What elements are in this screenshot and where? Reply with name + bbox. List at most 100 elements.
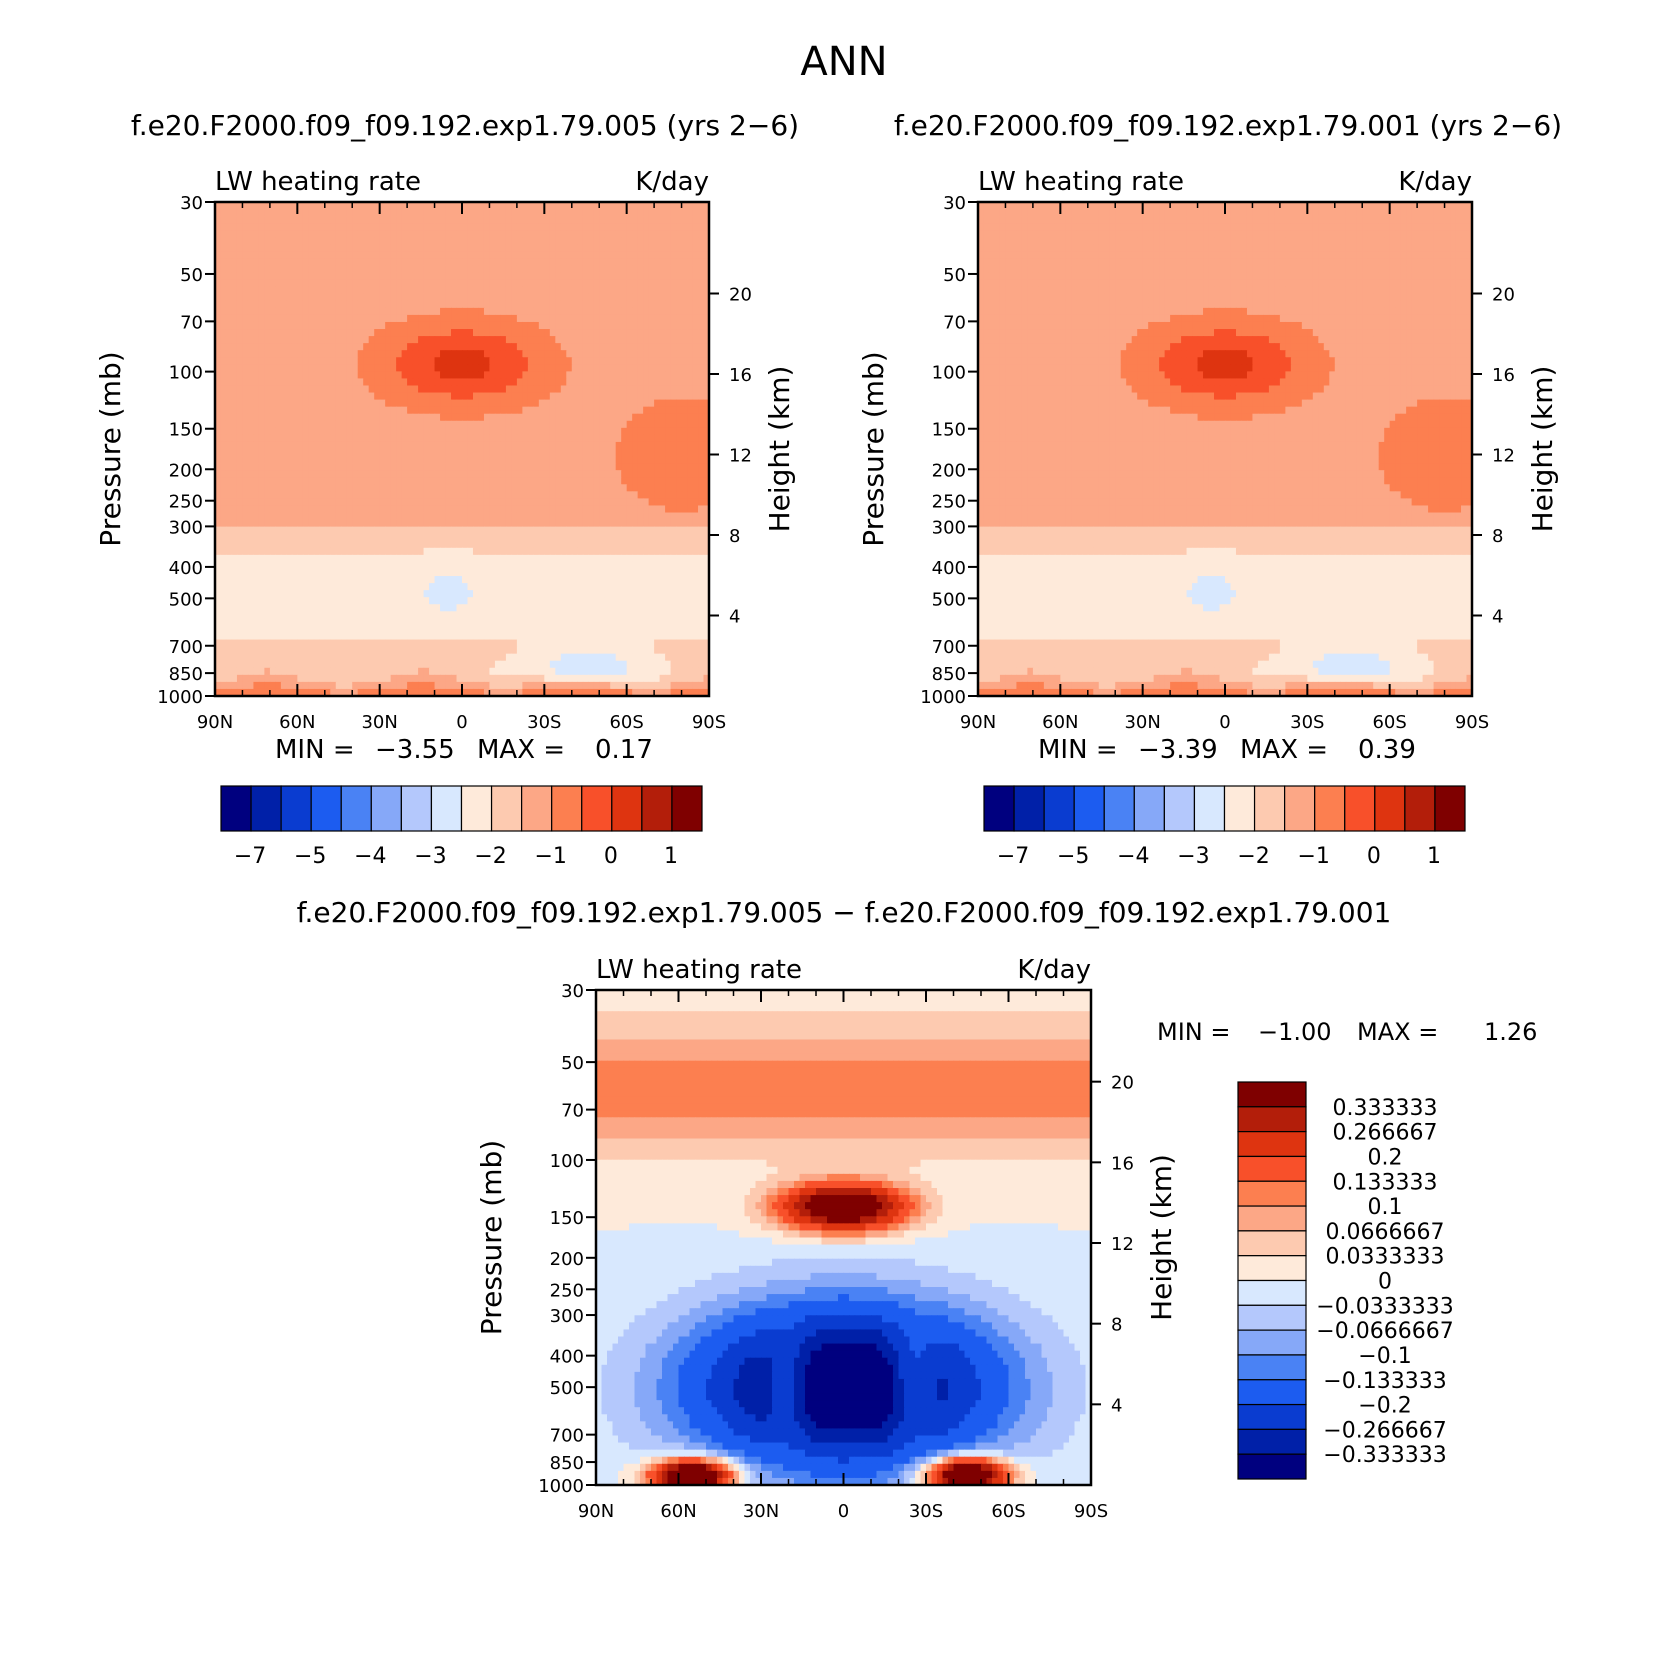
panel-left-cell <box>505 583 512 591</box>
panel-left-cell <box>269 533 276 542</box>
panel-left-cell <box>615 583 622 591</box>
panel-left-cell <box>368 279 375 288</box>
panel-left-cell <box>396 477 403 485</box>
panel-left-cell <box>670 307 677 316</box>
panel-left-cell <box>379 512 386 521</box>
panel-left-cell <box>626 399 633 408</box>
panel-left-cell <box>615 385 622 394</box>
panel-left-cell <box>494 321 502 330</box>
panel-left-cell <box>242 329 249 337</box>
panel-left-cell <box>225 223 233 231</box>
panel-left-cell <box>385 293 392 302</box>
panel-left-cell <box>659 498 666 507</box>
panel-left-cell <box>324 590 331 598</box>
panel-left-cell <box>253 251 260 260</box>
panel-left-cell <box>516 314 523 323</box>
panel-left-cell <box>258 491 265 499</box>
panel-left-cell <box>275 230 282 238</box>
panel-left-cell <box>445 336 452 344</box>
panel-left-cell <box>374 576 381 584</box>
panel-left-cell <box>462 230 469 238</box>
panel-left-cell <box>687 456 694 464</box>
panel-left-cell <box>511 329 518 337</box>
panel-left-cell <box>456 314 463 323</box>
panel-left-cell <box>434 463 441 471</box>
panel-left-cell <box>220 441 227 450</box>
panel-left-cell <box>407 230 414 238</box>
panel-left-cell <box>478 279 485 288</box>
panel-left-cell <box>571 300 578 309</box>
panel-left-cell <box>472 343 480 351</box>
panel-left-cell <box>286 371 293 380</box>
panel-left-cell <box>527 427 534 436</box>
panel-left-cell <box>522 413 529 422</box>
panel-left-cell <box>527 547 534 556</box>
panel-left-cell <box>319 441 326 450</box>
panel-left-cell <box>648 484 655 492</box>
panel-left-cell <box>533 498 540 507</box>
panel-left-cell <box>280 470 287 478</box>
panel-left-cell <box>632 300 639 309</box>
panel-left-cell <box>659 286 666 295</box>
panel-left-cell <box>423 258 430 267</box>
panel-left-cell <box>478 463 485 471</box>
panel-left-cell <box>225 364 233 372</box>
panel-left-cell <box>467 519 474 528</box>
panel-left-cell <box>225 583 233 591</box>
panel-left-cell <box>215 364 222 372</box>
panel-left-cell <box>247 512 255 521</box>
panel-left-cell <box>445 343 452 351</box>
panel-left-cell <box>670 484 677 492</box>
panel-left-cell <box>302 449 309 457</box>
panel-left-cell <box>368 456 375 464</box>
panel-left-cell <box>676 547 683 556</box>
panel-left-cell <box>242 519 249 528</box>
panel-left-cell <box>258 364 265 372</box>
panel-left-cell <box>324 576 331 584</box>
panel-left-cell <box>494 286 502 295</box>
panel-left-cell <box>489 307 496 316</box>
panel-left-cell <box>291 265 298 274</box>
panel-left-cell <box>374 237 381 245</box>
panel-left-cell <box>341 568 348 577</box>
panel-left-cell <box>494 526 502 535</box>
panel-left-cell <box>698 477 705 485</box>
panel-left-cell <box>544 519 551 528</box>
panel-left-cell <box>379 350 386 358</box>
panel-left-cell <box>599 456 606 464</box>
panel-left-cell <box>269 568 276 577</box>
panel-left-cell <box>456 364 463 372</box>
panel-left-cell <box>302 470 309 478</box>
panel-left-cell <box>483 251 491 260</box>
panel-left-cell <box>231 484 238 492</box>
panel-left-cell <box>637 463 644 471</box>
panel-left-cell <box>253 293 260 302</box>
panel-left-cell <box>621 470 628 478</box>
panel-left-cell <box>511 216 518 224</box>
panel-left-cell <box>588 371 595 380</box>
panel-left-cell <box>330 300 337 309</box>
panel-left-cell <box>412 554 419 563</box>
panel-left-cell <box>615 427 622 436</box>
panel-left-cell <box>335 279 342 288</box>
panel-left-cell <box>297 329 304 337</box>
panel-left-cell <box>231 470 238 478</box>
panel-left-cell <box>571 498 578 507</box>
panel-left-cell <box>621 343 628 351</box>
panel-left-cell <box>412 258 419 267</box>
panel-left-cell <box>604 484 611 492</box>
panel-left-cell <box>286 279 293 288</box>
panel-left-cell <box>665 329 672 337</box>
panel-left-cell <box>462 434 469 443</box>
panel-left-cell <box>396 343 403 351</box>
panel-left-cell <box>308 265 315 274</box>
panel-left-cell <box>538 427 545 436</box>
panel-left-cell <box>423 413 430 422</box>
panel-left-cell <box>593 343 600 351</box>
panel-left-cell <box>357 554 364 563</box>
panel-left-cell <box>374 533 381 542</box>
panel-left-cell <box>236 202 244 210</box>
panel-left-cell <box>220 505 227 514</box>
panel-left-cell <box>286 244 293 252</box>
panel-left-cell <box>253 307 260 316</box>
